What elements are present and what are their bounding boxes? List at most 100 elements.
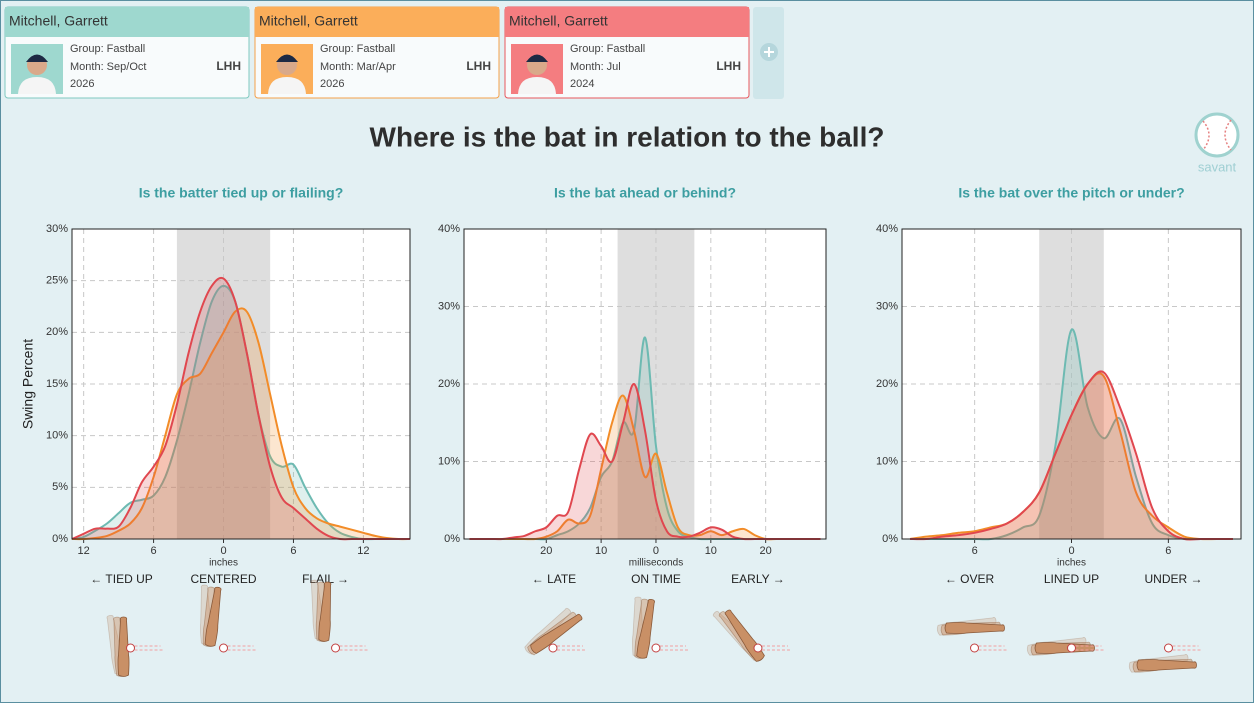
x-tick-label: 12 (78, 545, 90, 557)
x-tick-label: 10 (705, 545, 717, 557)
bat-illustration (318, 581, 332, 642)
x-axis-label: milliseconds (629, 558, 683, 569)
y-tick-label: 20% (438, 378, 460, 390)
player-name: Mitchell, Garrett (509, 13, 608, 29)
card-year: 2026 (320, 78, 344, 90)
ball (651, 643, 661, 653)
ball-trail (134, 645, 165, 651)
card-header (5, 7, 249, 37)
chart-subtitle: Is the batter tied up or flailing? (139, 185, 344, 201)
chart-subtitle: Is the bat over the pitch or under? (958, 185, 1184, 201)
density-area (72, 277, 410, 540)
card-hand: LHH (216, 59, 241, 73)
headshot-cap (526, 54, 548, 62)
chart-subtitle: Is the bat ahead or behind? (554, 185, 736, 201)
ball-trail (1075, 645, 1106, 651)
y-tick-label: 30% (876, 300, 898, 312)
x-axis-label: inches (209, 558, 238, 569)
direction-label: ← TIED UP (90, 572, 152, 586)
card-header (505, 7, 749, 37)
y-tick-label: 20% (876, 378, 898, 390)
card-month: Month: Sep/Oct (70, 61, 146, 73)
direction-label: EARLY → (731, 572, 785, 586)
player-card[interactable]: Mitchell, Garrett Group: Fastball Month: S… (4, 6, 250, 99)
headshot (18, 77, 56, 94)
card-year: 2024 (570, 78, 594, 90)
y-tick-label: 20% (46, 326, 68, 338)
player-name: Mitchell, Garrett (259, 13, 358, 29)
bat-illustration (944, 622, 1005, 634)
savant-logo[interactable]: savant (1194, 112, 1240, 174)
y-tick-label: 30% (46, 223, 68, 235)
x-tick-label: 0 (220, 545, 226, 557)
ball-trail (1172, 645, 1203, 651)
logo-seams (1202, 119, 1232, 151)
density-area (910, 373, 1233, 540)
x-tick-label: 10 (595, 545, 607, 557)
card-month: Month: Jul (570, 61, 621, 73)
density-area (72, 285, 410, 540)
card-group: Group: Fastball (70, 43, 145, 55)
direction-label: ← OVER (945, 572, 995, 586)
y-tick-label: 0% (444, 533, 460, 545)
bat-illustration (204, 586, 222, 647)
y-tick-label: 10% (438, 455, 460, 467)
logo-text: savant (1198, 159, 1237, 174)
y-tick-label: 0% (52, 533, 68, 545)
bat-illustration (1034, 642, 1095, 654)
card-group: Group: Fastball (320, 43, 395, 55)
density-area (910, 329, 1233, 540)
y-tick-label: 0% (882, 533, 898, 545)
player-name: Mitchell, Garrett (9, 13, 108, 29)
y-tick-label: 30% (438, 300, 460, 312)
x-tick-label: 12 (357, 545, 369, 557)
direction-label: CENTERED (191, 572, 257, 586)
direction-label: FLAIL → (302, 572, 349, 586)
player-card[interactable]: Mitchell, Garrett Group: Fastball Month: J… (504, 6, 750, 99)
ball (548, 643, 558, 653)
direction-label: UNDER → (1144, 572, 1202, 586)
y-tick-label: 10% (876, 455, 898, 467)
logo-ball (1194, 112, 1240, 158)
y-tick-label: 5% (52, 481, 68, 493)
x-tick-label: 20 (760, 545, 772, 557)
headshot-cap (276, 54, 298, 62)
plot-border (71, 228, 411, 540)
headshot (268, 77, 306, 94)
x-tick-label: 6 (972, 545, 978, 557)
y-tick-label: 40% (438, 223, 460, 235)
ball (970, 643, 979, 653)
density-area (469, 383, 821, 540)
density-area (910, 371, 1233, 540)
ball-trail (556, 645, 587, 651)
headshot-cap (26, 54, 48, 62)
card-month: Month: Mar/Apr (320, 61, 396, 73)
x-tick-label: 0 (653, 545, 659, 557)
bat-illustration (117, 616, 130, 677)
page-title: Where is the bat in relation to the ball… (370, 121, 885, 152)
x-tick-label: 6 (151, 545, 157, 557)
ball-trail (339, 645, 370, 651)
player-card[interactable]: Mitchell, Garrett Group: Fastball Month: M… (254, 6, 500, 99)
headshot (518, 77, 556, 94)
x-tick-label: 0 (1068, 545, 1074, 557)
density-area (72, 308, 410, 540)
ball-trail (227, 645, 258, 651)
direction-label: ON TIME (631, 572, 681, 586)
direction-label: ← LATE (532, 572, 576, 586)
y-tick-label: 40% (876, 223, 898, 235)
x-tick-label: 6 (290, 545, 296, 557)
ball (1067, 643, 1076, 653)
density-line (910, 370, 1233, 541)
density-area (469, 395, 821, 540)
bat-illustration (1136, 659, 1197, 671)
y-axis-label: Swing Percent (20, 339, 36, 429)
ball (219, 643, 229, 653)
card-year: 2026 (70, 78, 94, 90)
x-tick-label: 20 (540, 545, 552, 557)
x-axis-label: inches (1057, 558, 1086, 569)
plot-border (463, 228, 827, 540)
ball (1164, 643, 1173, 653)
card-header (255, 7, 499, 37)
